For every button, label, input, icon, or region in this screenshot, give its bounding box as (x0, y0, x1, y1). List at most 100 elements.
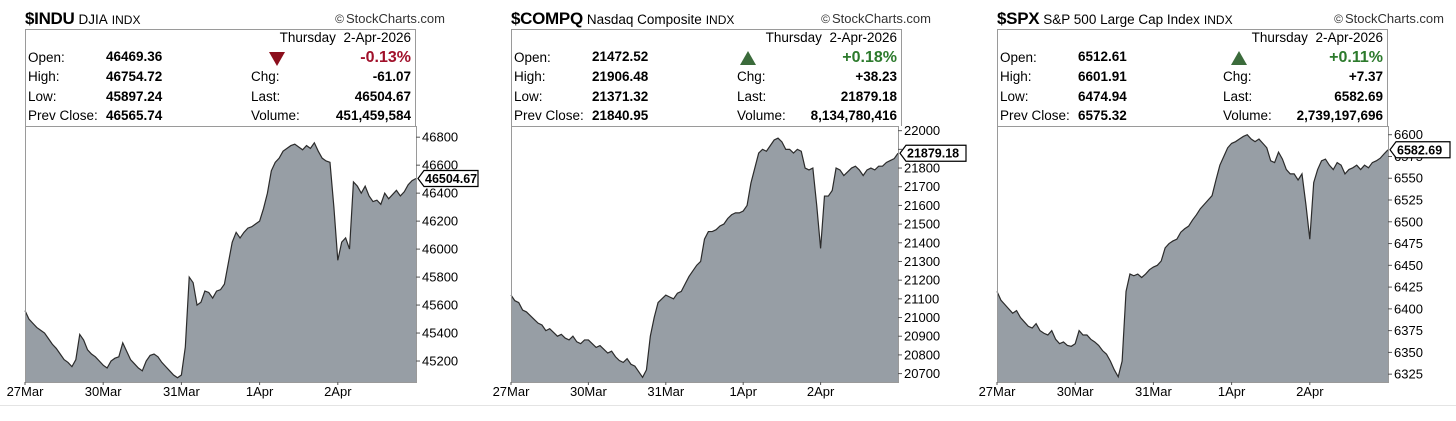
y-tick-label: 6350 (1394, 345, 1423, 360)
y-tick-label: 21000 (904, 310, 940, 325)
y-tick-label: 21300 (904, 254, 940, 269)
x-tick-label: 31Mar (163, 384, 201, 399)
price-line (996, 133, 1389, 379)
y-tick-label: 6475 (1394, 236, 1423, 251)
up-arrow-icon (1231, 51, 1247, 65)
change-percent: +0.11% (1329, 49, 1383, 66)
low-value: 45897.24 (106, 89, 163, 104)
low-value: 6474.94 (1078, 89, 1127, 104)
y-tick-label: 21200 (904, 273, 940, 288)
last-price-flag-box (417, 169, 479, 188)
x-tick-label: 1Apr (729, 384, 757, 399)
volume-label: Volume: (737, 108, 786, 123)
y-tick-label: 21500 (904, 217, 940, 232)
y-tick-label: 20900 (904, 329, 940, 344)
date-line: Thursday 2-Apr-2026 (765, 30, 897, 45)
low-label: Low: (1000, 89, 1029, 104)
plot-border (25, 126, 417, 383)
y-tick-label: 46600 (422, 158, 458, 173)
price-chart: 46800 46600 46400 46200 46000 45800 45600 45400… (7, 126, 479, 399)
last-price-flag-box (1389, 141, 1451, 159)
symbol: $INDU (25, 9, 75, 28)
x-tick-label: 30Mar (570, 384, 608, 399)
price-chart: 2200021900218002170021600215002140021300… (493, 123, 967, 399)
last-price-flag-box (899, 144, 967, 162)
price-chart: 6600657565506525650064756450642564006375… (979, 126, 1451, 399)
x-tick-label: 1Apr (1218, 384, 1246, 399)
y-tick-label: 46200 (422, 214, 458, 229)
open-value: 46469.36 (106, 49, 163, 64)
prev-close-label: Prev Close: (514, 108, 584, 123)
brand-watermark[interactable]: © StockCharts.com (1334, 11, 1444, 26)
index-name: DJIA (78, 12, 108, 27)
y-tick-label: 21600 (904, 198, 940, 213)
y-tick-label: 21800 (904, 161, 940, 176)
prev-close-label: Prev Close: (28, 108, 98, 123)
x-tick-label: 31Mar (1135, 384, 1173, 399)
chg-value: +7.37 (1348, 69, 1383, 84)
open-label: Open: (514, 50, 551, 65)
y-tick-label: 45200 (422, 354, 458, 369)
volume-label: Volume: (251, 108, 300, 123)
volume-value: 451,459,584 (335, 108, 411, 123)
high-label: High: (28, 69, 60, 84)
date-line: Thursday 2-Apr-2026 (279, 30, 411, 45)
y-tick-label: 46400 (422, 186, 458, 201)
chart-panel-compq: $COMPQ Nasdaq Composite INDX © StockCharts.… (493, 0, 971, 410)
price-line (24, 141, 417, 379)
x-tick-label: 27Mar (493, 384, 531, 399)
x-tick-label: 27Mar (7, 384, 45, 399)
low-value: 21371.32 (592, 89, 649, 104)
y-tick-label: 6550 (1394, 171, 1423, 186)
y-tick-label: 21700 (904, 179, 940, 194)
price-line (510, 137, 899, 379)
plot-border (511, 126, 899, 383)
high-label: High: (1000, 69, 1032, 84)
open-value: 6512.61 (1078, 49, 1127, 64)
y-tick-label: 45600 (422, 298, 458, 313)
index-name: Nasdaq Composite (586, 12, 702, 27)
prev-close-value: 21840.95 (592, 108, 649, 123)
y-tick-label: 21400 (904, 235, 940, 250)
chg-value: -61.07 (372, 69, 411, 84)
stats-box: Thursday 2-Apr-2026 Open: 46469.36 High:… (25, 29, 416, 126)
up-arrow-icon (740, 51, 756, 65)
y-tick-label: 6325 (1394, 367, 1423, 382)
chart-header: $SPX S&P 500 Large Cap Index INDX © StockCh… (997, 9, 1444, 29)
high-value: 46754.72 (106, 69, 163, 84)
y-tick-label: 6525 (1394, 193, 1423, 208)
change-percent: +0.18% (842, 49, 897, 66)
copyright-icon: © (335, 12, 345, 26)
last-value: 46504.67 (354, 89, 411, 104)
y-tick-label: 46000 (422, 242, 458, 257)
symbol: $COMPQ (511, 9, 583, 28)
x-tick-label: 30Mar (1057, 384, 1095, 399)
brand-watermark[interactable]: © StockCharts.com (821, 11, 931, 26)
chg-label: Chg: (251, 69, 280, 84)
x-tick-label: 2Apr (324, 384, 352, 399)
x-tick-label: 30Mar (85, 384, 123, 399)
price-area (25, 142, 416, 382)
y-tick-label: 46800 (422, 130, 458, 145)
volume-value: 8,134,780,416 (810, 108, 897, 123)
x-tick-label: 2Apr (1296, 384, 1324, 399)
low-label: Low: (514, 89, 543, 104)
prev-close-value: 6575.32 (1078, 108, 1127, 123)
chg-value: +38.23 (855, 69, 897, 84)
down-arrow-icon (269, 52, 285, 66)
brand-watermark[interactable]: © StockCharts.com (335, 11, 445, 26)
prev-close-label: Prev Close: (1000, 108, 1070, 123)
open-label: Open: (1000, 50, 1037, 65)
y-tick-label: 6400 (1394, 301, 1423, 316)
y-tick-label: 6425 (1394, 280, 1423, 295)
stats-box: Thursday 2-Apr-2026 Open: 21472.52 High:… (511, 29, 902, 126)
chart-panel-spx: $SPX S&P 500 Large Cap Index INDX © StockCh… (979, 0, 1456, 410)
symbol: $SPX (997, 9, 1040, 28)
prev-close-value: 46565.74 (106, 108, 163, 123)
last-label: Last: (737, 89, 767, 104)
y-tick-label: 20800 (904, 347, 940, 362)
last-label: Last: (1223, 89, 1253, 104)
chart-panel-indu: $INDU DJIA INDX © StockCharts.com Thursday … (7, 0, 485, 410)
volume-label: Volume: (1223, 108, 1272, 123)
exchange: INDX (1203, 13, 1233, 27)
